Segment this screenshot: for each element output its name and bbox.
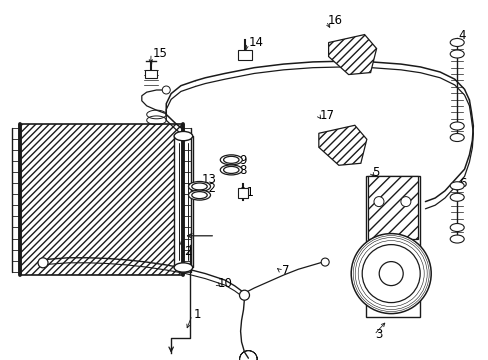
Ellipse shape <box>220 165 242 175</box>
Text: 13: 13 <box>201 173 216 186</box>
Ellipse shape <box>449 134 463 141</box>
Bar <box>20 124 183 275</box>
Text: 5: 5 <box>372 166 379 179</box>
Bar <box>365 176 419 317</box>
Circle shape <box>400 197 410 207</box>
Text: 15: 15 <box>152 47 167 60</box>
Ellipse shape <box>223 156 239 163</box>
Polygon shape <box>328 35 376 75</box>
Ellipse shape <box>449 39 463 46</box>
Ellipse shape <box>449 235 463 243</box>
Polygon shape <box>318 125 366 165</box>
Ellipse shape <box>449 182 463 190</box>
Text: 6: 6 <box>458 177 465 190</box>
Circle shape <box>162 86 170 94</box>
Circle shape <box>362 244 419 303</box>
Text: 14: 14 <box>248 36 263 49</box>
Ellipse shape <box>191 183 207 190</box>
Text: 17: 17 <box>319 109 334 122</box>
Ellipse shape <box>223 166 239 174</box>
Ellipse shape <box>449 50 463 58</box>
Ellipse shape <box>449 122 463 130</box>
Ellipse shape <box>449 224 463 231</box>
Bar <box>238 50 252 60</box>
Text: 8: 8 <box>239 164 246 177</box>
Circle shape <box>321 258 328 266</box>
Text: 3: 3 <box>375 328 382 341</box>
Ellipse shape <box>174 131 192 141</box>
Text: 10: 10 <box>218 277 232 290</box>
Circle shape <box>38 258 48 268</box>
Ellipse shape <box>220 155 242 165</box>
Bar <box>174 136 192 267</box>
Ellipse shape <box>449 193 463 201</box>
Circle shape <box>239 290 249 300</box>
Bar <box>367 176 417 239</box>
Ellipse shape <box>188 181 210 192</box>
Text: 9: 9 <box>239 154 246 167</box>
Text: 4: 4 <box>458 29 465 42</box>
Text: 16: 16 <box>327 14 342 27</box>
Ellipse shape <box>174 263 192 272</box>
Text: 7: 7 <box>281 264 288 277</box>
Text: 1: 1 <box>193 309 201 321</box>
Text: 2: 2 <box>183 245 191 258</box>
Ellipse shape <box>191 192 207 199</box>
Text: 11: 11 <box>239 186 254 199</box>
Circle shape <box>378 262 403 285</box>
Ellipse shape <box>188 190 210 200</box>
Circle shape <box>373 197 383 207</box>
Text: 12: 12 <box>201 182 216 195</box>
Bar <box>238 188 247 198</box>
Bar <box>144 70 156 78</box>
Circle shape <box>350 234 430 314</box>
Bar <box>367 176 417 239</box>
